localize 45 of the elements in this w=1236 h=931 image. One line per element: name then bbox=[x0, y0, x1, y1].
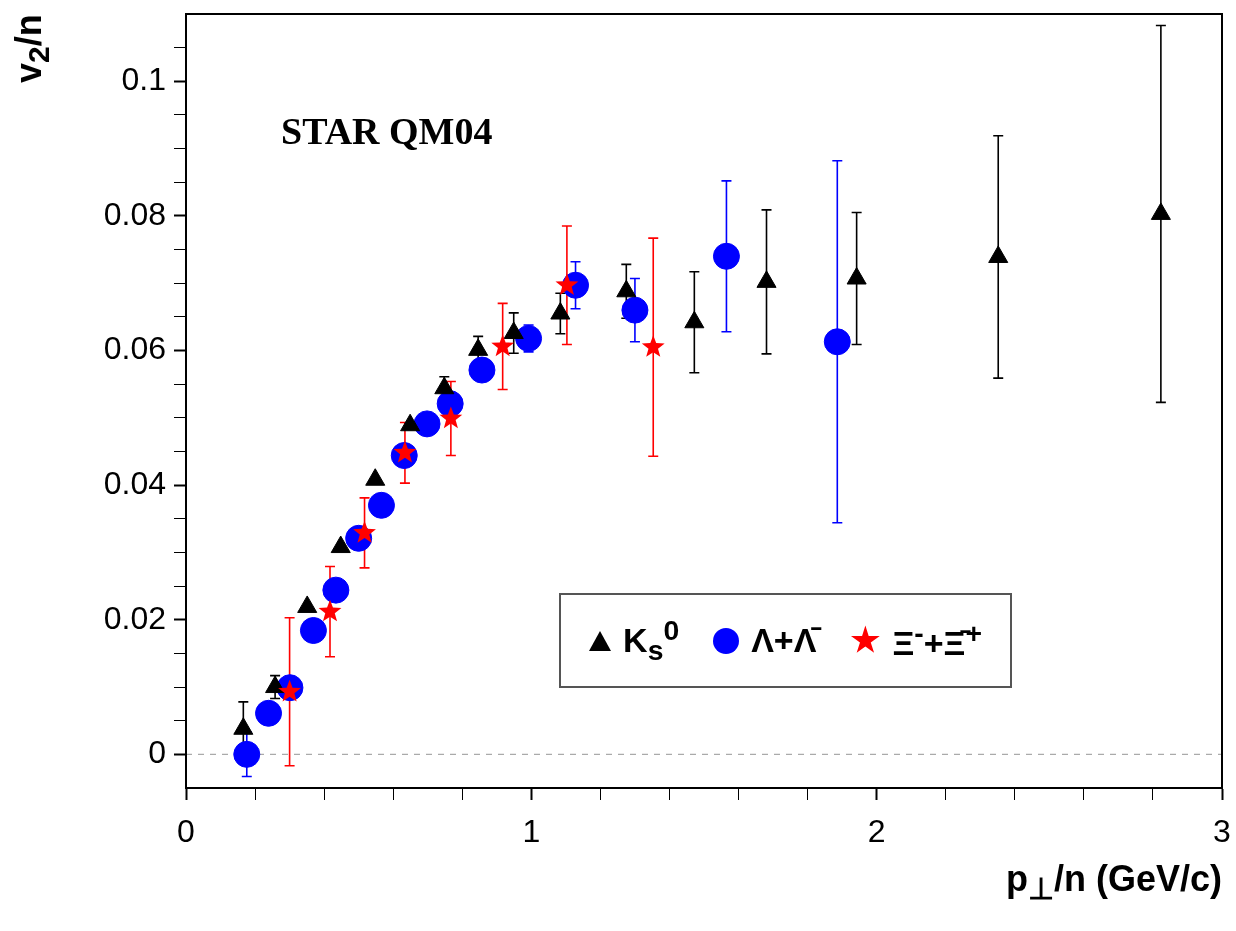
point bbox=[823, 328, 851, 356]
point bbox=[468, 338, 489, 356]
point bbox=[491, 334, 515, 357]
point bbox=[550, 302, 571, 320]
y-tick-label: 0.08 bbox=[103, 195, 166, 232]
x-tick-label: 1 bbox=[522, 813, 541, 850]
y-tick-label: 0 bbox=[148, 734, 166, 771]
point bbox=[330, 535, 351, 554]
x-tick-label: 0 bbox=[177, 813, 195, 850]
point bbox=[367, 491, 395, 519]
point bbox=[233, 740, 261, 768]
point bbox=[299, 617, 327, 645]
x-tick-label: 3 bbox=[1213, 813, 1231, 850]
point bbox=[400, 413, 421, 432]
x-tick-label: 2 bbox=[867, 813, 886, 850]
point bbox=[393, 440, 417, 463]
point bbox=[503, 321, 524, 340]
point bbox=[413, 410, 441, 438]
legend-label: Ξ$^{-}$+Ξ̄$^{+}$ bbox=[892, 617, 982, 664]
point bbox=[515, 324, 543, 352]
point bbox=[555, 273, 579, 295]
x-axis-title: p$_{⊥}$/n (GeV/c) bbox=[1005, 858, 1222, 907]
point bbox=[434, 376, 455, 395]
point bbox=[439, 406, 463, 429]
point bbox=[318, 599, 342, 622]
point bbox=[255, 699, 283, 727]
point bbox=[322, 576, 350, 604]
point bbox=[616, 279, 637, 298]
point bbox=[756, 270, 777, 288]
point bbox=[278, 679, 302, 702]
point bbox=[846, 267, 867, 285]
point bbox=[684, 310, 705, 329]
point bbox=[641, 335, 665, 357]
point bbox=[1150, 202, 1171, 220]
y-tick-label: 0.1 bbox=[121, 61, 166, 98]
point bbox=[468, 356, 496, 384]
annotation: STAR QM04 bbox=[281, 109, 493, 153]
point bbox=[365, 468, 386, 486]
point bbox=[712, 242, 740, 270]
point bbox=[621, 296, 649, 324]
point bbox=[988, 245, 1009, 263]
y-tick-label: 0.06 bbox=[103, 330, 166, 367]
y-tick-label: 0.02 bbox=[103, 599, 166, 636]
y-tick-label: 0.04 bbox=[103, 464, 166, 501]
point bbox=[265, 675, 286, 694]
